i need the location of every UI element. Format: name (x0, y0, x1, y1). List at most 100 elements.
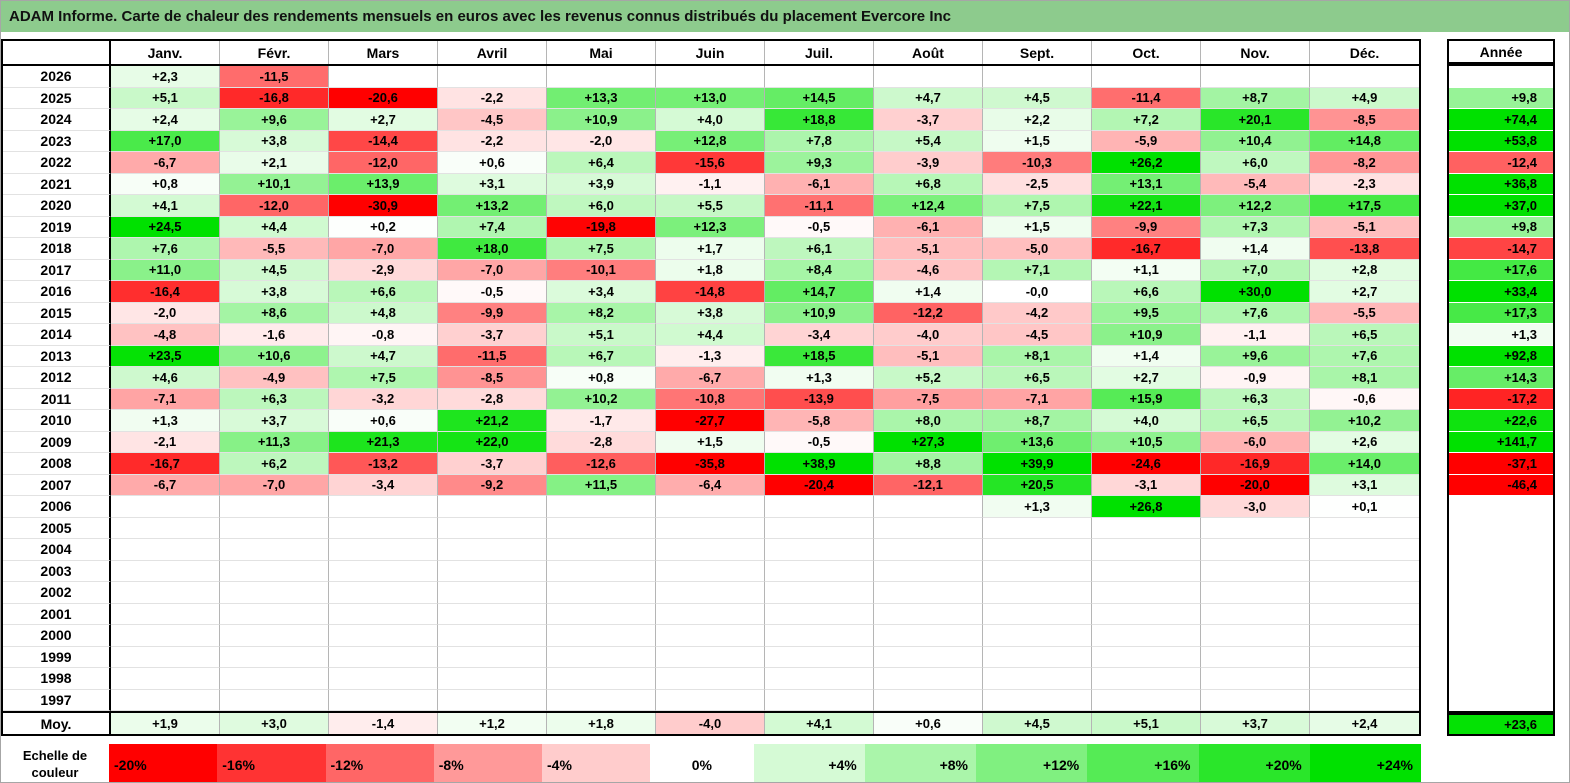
annual-return-cell: +17,6 (1449, 259, 1553, 281)
year-row: 2017 +11,0 +4,5 -2,9 -7,0 -10,1 +1,8 +8,4 -4,6 +7… (3, 259, 1419, 281)
annual-return-cell (1449, 517, 1553, 539)
return-cell: -11,1 (765, 195, 874, 217)
return-cell: -24,6 (1092, 453, 1201, 475)
year-row: 2024 +2,4 +9,6 +2,7 -4,5 +10,9 +4,0 +18,8 -3,7 +2… (3, 109, 1419, 131)
return-cell: +1,5 (656, 431, 765, 453)
return-cell: +14,5 (765, 87, 874, 109)
color-scale-swatches: -20% -16% -12% -8% -4% 0% +4% +8% +12% +16% +20% +2… (109, 744, 1421, 782)
return-cell: -10,8 (656, 388, 765, 410)
return-cell: +3,1 (438, 173, 547, 195)
return-cell: +8,4 (765, 259, 874, 281)
year-row: 2023 +17,0 +3,8 -14,4 -2,2 -2,0 +12,8 +7,8 +5,4 +… (3, 130, 1419, 152)
return-cell: -5,1 (1310, 216, 1419, 238)
year-row: 1998 (3, 668, 1419, 690)
return-cell: -6,1 (874, 216, 983, 238)
return-cell (656, 603, 765, 625)
average-cell: +3,0 (220, 713, 329, 734)
annual-return-cell: +74,4 (1449, 109, 1553, 131)
year-label: 2016 (3, 281, 111, 303)
return-cell (111, 603, 220, 625)
return-cell: +18,8 (765, 109, 874, 131)
return-cell: -12,0 (329, 152, 438, 174)
return-cell: -4,5 (983, 324, 1092, 346)
average-row: Moy. +1,9 +3,0 -1,4 +1,2 +1,8 -4,0 +4,1 +0,6 +4,5… (3, 711, 1419, 734)
return-cell: +1,4 (874, 281, 983, 303)
return-cell: -0,9 (1201, 367, 1310, 389)
return-cell (220, 560, 329, 582)
year-row: 2006 +1,3 +26,8 -3,0 +0,1 (3, 496, 1419, 518)
return-cell (1092, 539, 1201, 561)
year-row: 2018 +7,6 -5,5 -7,0 +18,0 +7,5 +1,7 +6,1 -5,1 -5,… (3, 238, 1419, 260)
return-cell (983, 560, 1092, 582)
month-header: Nov. (1201, 41, 1310, 64)
return-cell: -11,5 (438, 345, 547, 367)
return-cell: +8,7 (983, 410, 1092, 432)
return-cell (111, 668, 220, 690)
return-cell: -13,2 (329, 453, 438, 475)
return-cell (874, 646, 983, 668)
return-cell (111, 560, 220, 582)
return-cell: +6,2 (220, 453, 329, 475)
return-cell: +2,2 (983, 109, 1092, 131)
return-cell (765, 603, 874, 625)
year-row: 2004 (3, 539, 1419, 561)
year-label: 2025 (3, 87, 111, 109)
average-cell: +3,7 (1201, 713, 1310, 734)
return-cell: -1,7 (547, 410, 656, 432)
return-cell: +1,4 (1201, 238, 1310, 260)
return-cell (656, 582, 765, 604)
return-cell (1092, 646, 1201, 668)
return-cell (1201, 582, 1310, 604)
return-cell: -16,7 (1092, 238, 1201, 260)
color-scale: Echelle de couleur -20% -16% -12% -8% -4% 0% +… (1, 744, 1569, 782)
year-row: 2014 -4,8 -1,6 -0,8 -3,7 +5,1 +4,4 -3,4 -4,0 -4,5… (3, 324, 1419, 346)
return-cell: -16,9 (1201, 453, 1310, 475)
return-cell: -12,6 (547, 453, 656, 475)
return-cell: -11,5 (220, 66, 329, 88)
return-cell: +3,1 (1310, 474, 1419, 496)
return-cell (874, 517, 983, 539)
return-cell (220, 625, 329, 647)
return-cell (1310, 517, 1419, 539)
return-cell: +39,9 (983, 453, 1092, 475)
return-cell: -2,5 (983, 173, 1092, 195)
return-cell (1201, 603, 1310, 625)
return-cell: +10,2 (1310, 410, 1419, 432)
month-header: Févr. (220, 41, 329, 64)
return-cell: +20,5 (983, 474, 1092, 496)
year-row: 2013 +23,5 +10,6 +4,7 -11,5 +6,7 -1,3 +18,5 -5,1… (3, 345, 1419, 367)
return-cell (1201, 539, 1310, 561)
return-cell (1310, 539, 1419, 561)
return-cell: -12,1 (874, 474, 983, 496)
return-cell: +21,3 (329, 431, 438, 453)
year-row: 2008 -16,7 +6,2 -13,2 -3,7 -12,6 -35,8 +38,9 +8,… (3, 453, 1419, 475)
return-cell: -20,6 (329, 87, 438, 109)
return-cell: -0,5 (438, 281, 547, 303)
return-cell: +5,1 (547, 324, 656, 346)
return-cell (1201, 66, 1310, 88)
return-cell: -0,5 (765, 216, 874, 238)
return-cell: +2,4 (111, 109, 220, 131)
year-row: 2002 (3, 582, 1419, 604)
return-cell: +17,5 (1310, 195, 1419, 217)
return-cell: +9,5 (1092, 302, 1201, 324)
return-cell (547, 496, 656, 518)
return-cell: +5,2 (874, 367, 983, 389)
return-cell (438, 625, 547, 647)
return-cell (438, 560, 547, 582)
return-cell: +13,2 (438, 195, 547, 217)
return-cell: -0,5 (765, 431, 874, 453)
return-cell: +0,2 (329, 216, 438, 238)
return-cell: -0,0 (983, 281, 1092, 303)
return-cell (220, 603, 329, 625)
scale-tick: +4% (753, 744, 865, 782)
month-header: Déc. (1310, 41, 1419, 64)
return-cell: -20,0 (1201, 474, 1310, 496)
return-cell (111, 689, 220, 711)
return-cell (438, 689, 547, 711)
average-cell: +2,4 (1310, 713, 1419, 734)
return-cell: +11,5 (547, 474, 656, 496)
year-label: 2017 (3, 259, 111, 281)
return-cell: +1,5 (983, 216, 1092, 238)
return-cell: +8,6 (220, 302, 329, 324)
